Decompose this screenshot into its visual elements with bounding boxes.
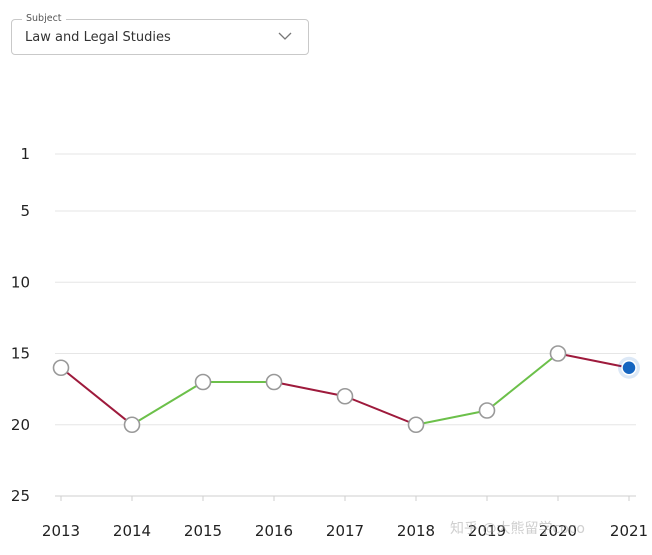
x-tick-label: 2021 [610, 522, 648, 540]
data-point[interactable] [478, 402, 496, 419]
x-tick-label: 2014 [113, 522, 151, 540]
data-point[interactable] [194, 373, 212, 391]
data-point-current[interactable] [621, 360, 637, 376]
x-tick-label: 2017 [326, 522, 364, 540]
data-point[interactable] [52, 359, 70, 377]
line-segment [415, 409, 488, 426]
data-point[interactable] [407, 416, 425, 434]
line-segment [557, 352, 630, 369]
chevron-down-icon[interactable] [278, 31, 292, 41]
x-tick-label: 2013 [42, 522, 80, 540]
subject-select-value: Law and Legal Studies [25, 30, 171, 45]
x-tick-label: 2018 [397, 522, 435, 540]
line-segment [131, 381, 204, 426]
x-tick-label: 2020 [539, 522, 577, 540]
line-segment [273, 381, 346, 398]
data-point[interactable] [336, 387, 354, 405]
y-tick-label: 15 [11, 345, 30, 363]
x-tick-label: 2019 [468, 522, 506, 540]
subject-select-label: Subject [22, 12, 66, 26]
y-tick-label: 25 [11, 487, 30, 505]
x-axis: 2013 2014 2015 2016 2017 2018 2019 2020 2021 [42, 495, 648, 540]
y-tick-label: 5 [20, 202, 30, 220]
data-point[interactable] [123, 416, 141, 434]
y-tick-label: 20 [11, 416, 30, 434]
y-tick-label: 10 [11, 273, 30, 291]
y-tick-label: 1 [20, 145, 30, 163]
line-segment [344, 395, 417, 426]
x-tick-label: 2016 [255, 522, 293, 540]
x-tick-label: 2015 [184, 522, 222, 540]
data-point[interactable] [265, 373, 283, 391]
data-points [52, 345, 640, 434]
grid-lines [55, 153, 636, 426]
subject-select[interactable]: Subject Law and Legal Studies [11, 12, 309, 55]
line-segment [60, 366, 133, 426]
data-point[interactable] [549, 345, 567, 362]
line-segments [60, 352, 630, 426]
line-segment [486, 352, 559, 412]
